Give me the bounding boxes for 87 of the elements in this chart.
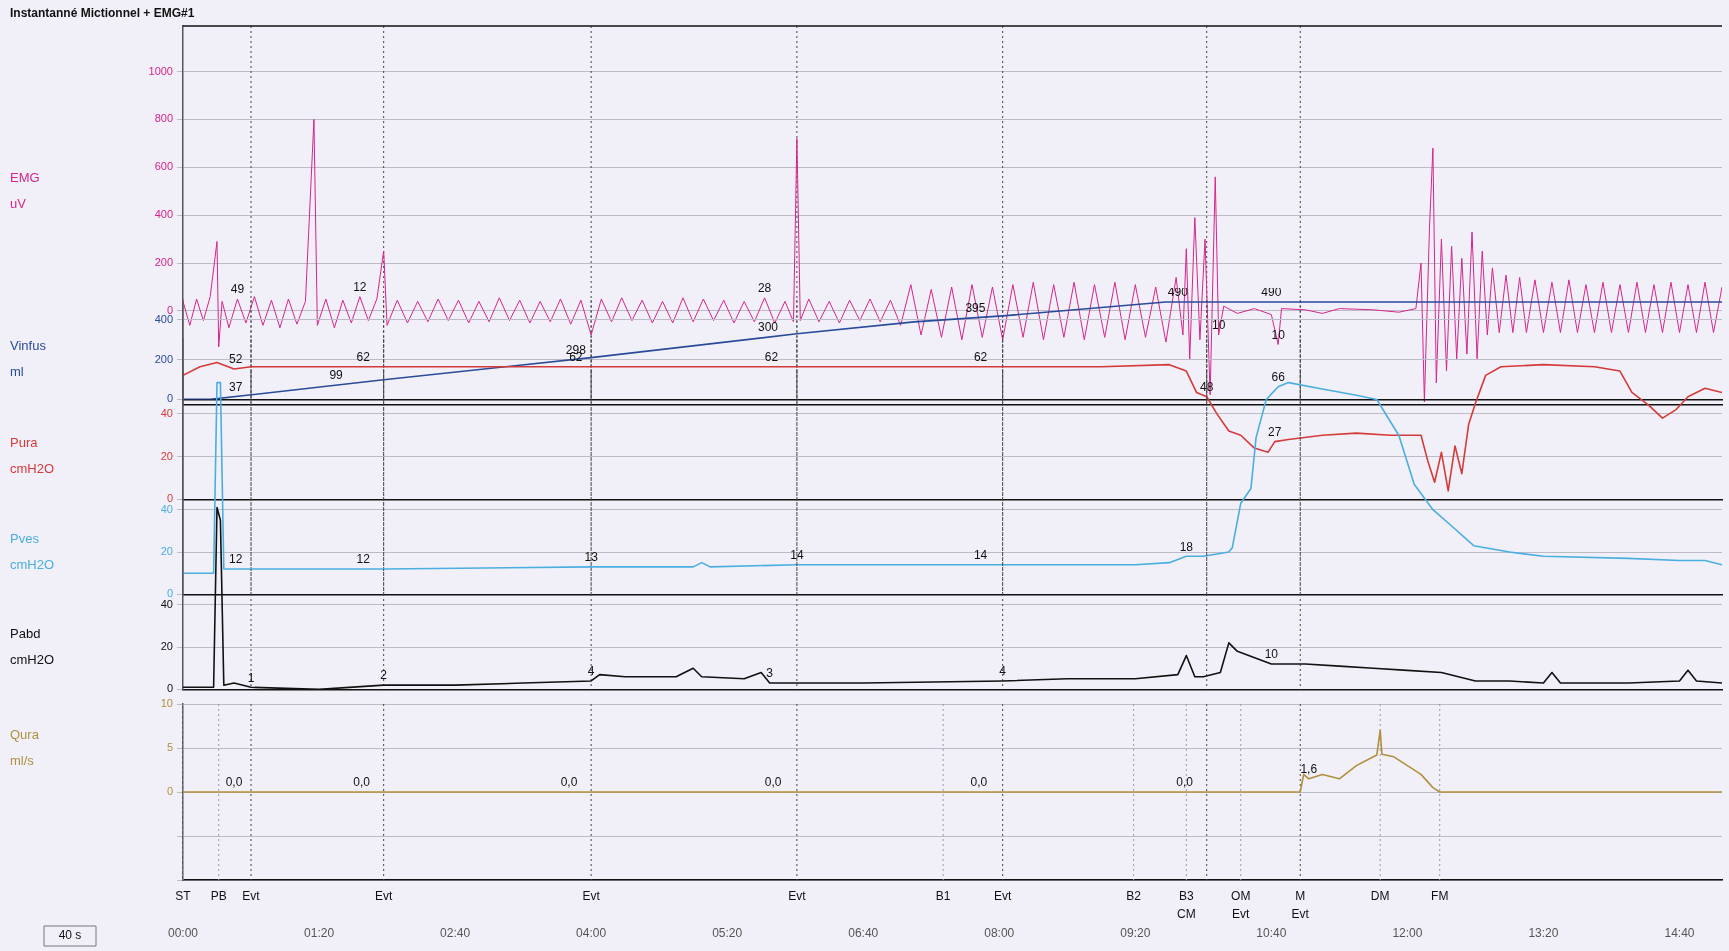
ref-line-label: M Evt [1291, 889, 1310, 922]
y-tick-label: 800 [154, 112, 173, 125]
y-tick-label: 20 [160, 545, 173, 558]
ref-line-label: Evt [582, 889, 601, 904]
annotation: 3 [766, 666, 774, 681]
annotation: 12 [353, 279, 367, 294]
ref-line-label: OM Evt [1231, 889, 1251, 922]
y-tick-label: 20 [160, 449, 173, 462]
y-tick-label: 40 [160, 597, 173, 610]
annotation: 10 [1271, 327, 1286, 342]
y-tick-label: 0 [166, 392, 173, 405]
annotation: 490 [1261, 285, 1282, 300]
annotation: 300 [757, 320, 779, 335]
annotation: 2 [380, 668, 388, 683]
y-tick-label: 10 [160, 697, 173, 710]
annotation: 12 [229, 552, 243, 567]
y-tick-label: 0 [166, 587, 173, 600]
y-tick-label: 40 [160, 406, 173, 419]
x-tick-label: 08:00 [984, 925, 1015, 940]
annotation: 49 [230, 282, 245, 297]
annotation: 18 [1179, 539, 1194, 554]
annotation: 10 [1264, 647, 1279, 662]
y-axis-title: Qura ml/s [10, 726, 40, 768]
y-tick-label: 0 [166, 785, 173, 798]
annotation: 0,0 [560, 775, 578, 790]
annotation: 12 [356, 552, 371, 567]
x-tick-label: 09:20 [1120, 925, 1151, 940]
chart-title: Instantanné Mictionnel + EMG#1 [10, 6, 195, 21]
x-tick-label: 04:00 [576, 925, 607, 940]
ref-line-label: Evt [374, 889, 393, 904]
y-tick-label: 0 [166, 492, 173, 505]
y-tick-label: 5 [166, 741, 173, 754]
ref-line-label: DM [1370, 889, 1390, 904]
x-tick-label: 01:20 [304, 925, 335, 940]
y-tick-label: 20 [160, 640, 173, 653]
annotation: 52 [229, 352, 243, 367]
annotation: 0,0 [353, 775, 371, 790]
ref-line-label: ST [175, 889, 192, 904]
y-tick-label: 200 [154, 256, 173, 269]
annotation: 66 [1271, 370, 1286, 385]
y-tick-label: 200 [154, 352, 173, 365]
ref-line-label: Evt [993, 889, 1012, 904]
x-tick-label: 14:40 [1664, 925, 1695, 940]
x-tick-label: 13:20 [1528, 925, 1559, 940]
y-tick-label: 0 [166, 682, 173, 695]
annotation: 13 [584, 550, 599, 565]
ref-line-label: PB [210, 889, 227, 904]
y-axis-title: Pves cmH2O [10, 530, 55, 572]
y-tick-label: 400 [154, 208, 173, 221]
annotation: 0,0 [1176, 775, 1194, 790]
x-tick-label: 02:40 [440, 925, 471, 940]
annotation: 4 [587, 664, 595, 679]
x-tick-label: 10:40 [1256, 925, 1287, 940]
annotation: 4 [999, 664, 1007, 679]
annotation: 0,0 [225, 775, 243, 790]
y-axis-title: EMG uV [10, 169, 40, 211]
y-tick-label: 1000 [148, 64, 173, 77]
annotation: 0,0 [970, 775, 988, 790]
y-tick-label: 600 [154, 160, 173, 173]
annotation: 14 [790, 548, 804, 563]
annotation: 1,6 [1300, 762, 1318, 777]
x-tick-label: 05:20 [712, 925, 743, 940]
annotation: 62 [764, 350, 779, 365]
text: 40 s [58, 928, 82, 943]
ref-line-label: Evt [242, 889, 261, 904]
ref-line-label: B2 [1126, 889, 1142, 904]
x-tick-label: 06:40 [848, 925, 879, 940]
annotation: 1 [247, 670, 255, 685]
annotation: 28 [757, 281, 772, 296]
annotation: 99 [329, 368, 344, 383]
ref-line-label: Evt [788, 889, 807, 904]
x-tick-label: 12:00 [1392, 925, 1423, 940]
y-axis-title: Pabd cmH2O [10, 625, 55, 667]
annotation: 62 [973, 350, 988, 365]
y-axis-title: Vinfus ml [10, 338, 47, 380]
ref-line-label: B3 CM [1176, 889, 1196, 922]
ref-line-label: B1 [935, 889, 951, 904]
y-tick-label: 0 [166, 304, 173, 317]
annotation: 27 [1268, 424, 1282, 439]
x-tick-label: 00:00 [167, 925, 199, 940]
annotation: 37 [229, 379, 243, 394]
annotation: 0,0 [764, 775, 782, 790]
y-axis-title: Pura cmH2O [10, 435, 55, 477]
annotation: 62 [356, 350, 371, 365]
y-tick-label: 40 [160, 502, 173, 515]
annotation: 14 [973, 548, 988, 563]
ref-line-label: FM [1431, 889, 1449, 904]
